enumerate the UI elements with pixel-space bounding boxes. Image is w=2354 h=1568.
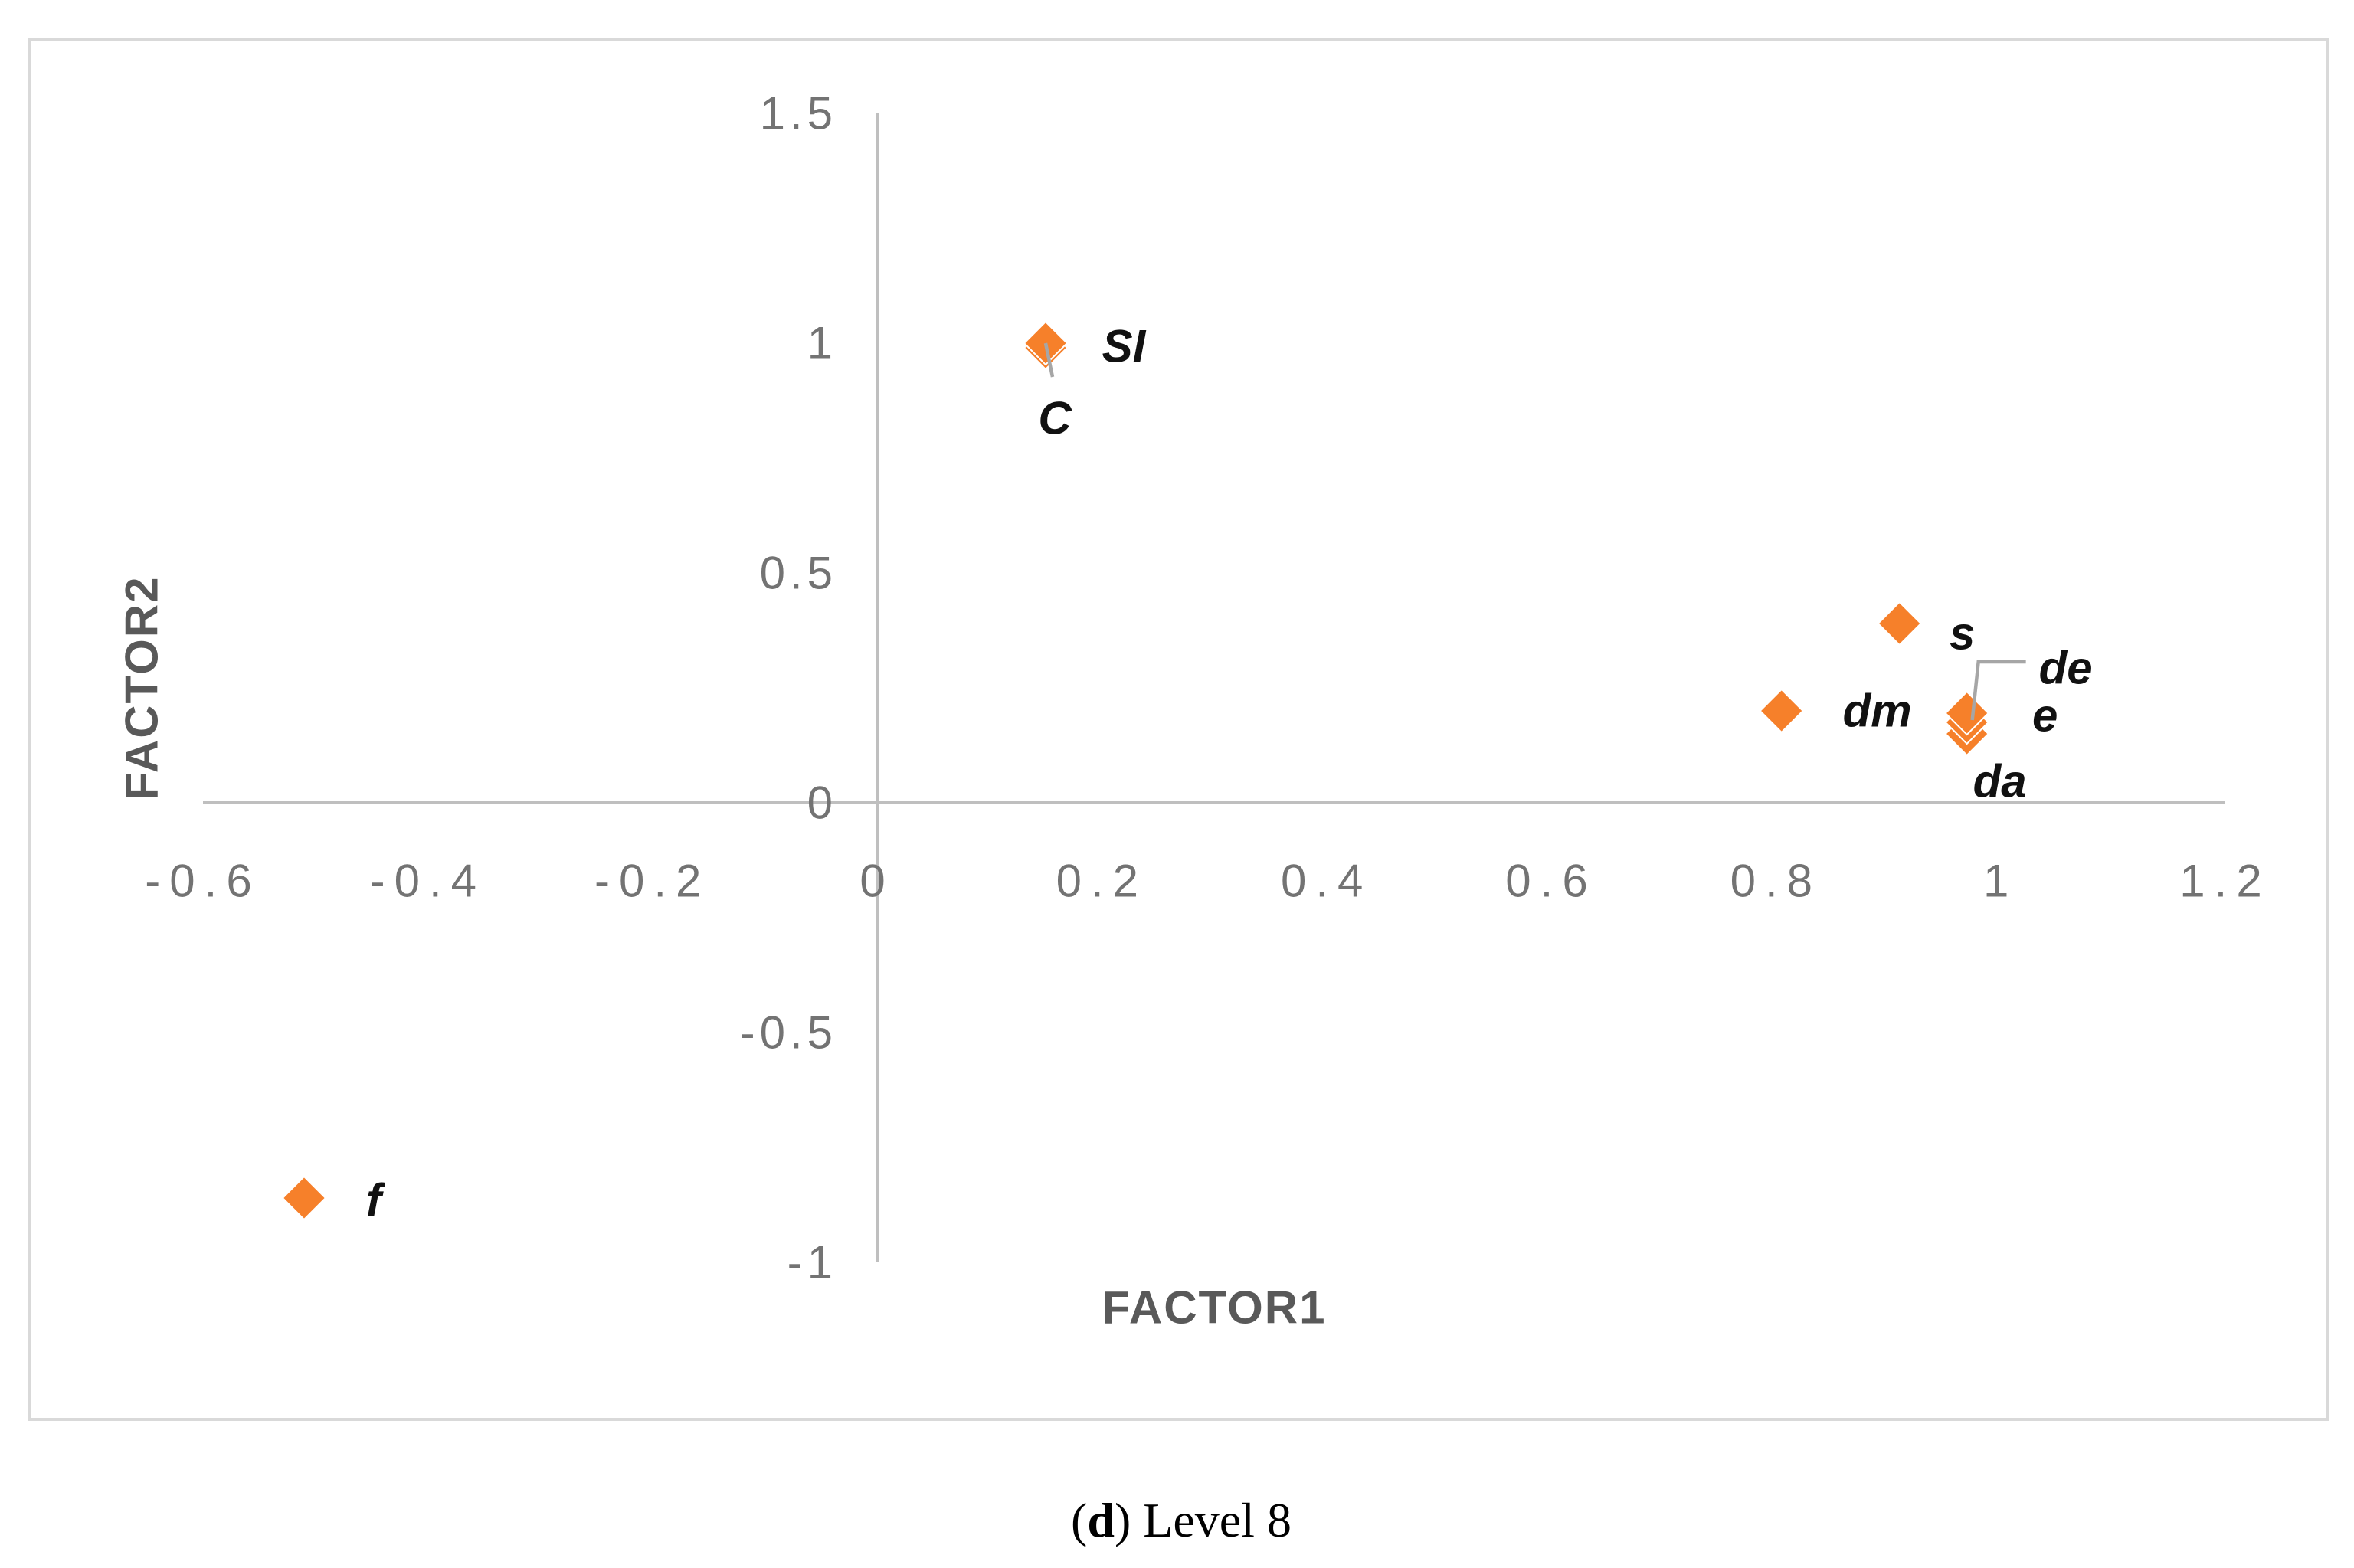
x-tick-label: 1 [1983,856,2018,907]
leader-line-de [1970,660,2026,721]
y-tick-label: 0.5 [760,548,837,599]
x-tick-label: 0.4 [1281,856,1372,907]
caption-paren-close: ) [1114,1493,1131,1547]
data-point-de [1944,690,1990,736]
caption-panel-letter: d [1087,1493,1115,1547]
data-point-dm [1759,688,1805,734]
point-label-SI: SI [1102,321,1147,372]
y-tick-label: -0.5 [740,1007,837,1059]
chart-frame [28,38,2329,1421]
leader-line-C [1043,342,1055,378]
data-point-s [1877,601,1923,647]
y-tick-label: 0 [807,777,837,829]
x-axis-title: FACTOR1 [1102,1282,1327,1334]
x-tick-label: -0.4 [370,856,486,907]
point-label-f: f [366,1175,385,1226]
point-label-da: da [1973,756,2027,807]
x-tick-label: -0.6 [145,856,260,907]
point-label-C: C [1038,393,1072,444]
point-label-dm: dm [1843,686,1912,737]
x-tick-label: -0.2 [594,856,710,907]
y-tick-label: 1.5 [760,88,837,139]
data-point-f [281,1175,327,1221]
point-label-s: s [1950,608,1975,660]
caption-text: Level 8 [1131,1493,1292,1547]
x-tick-label: 1.2 [2179,856,2271,907]
point-label-de: de [2039,643,2093,694]
x-tick-label: 0.2 [1056,856,1148,907]
x-tick-label: 0.8 [1730,856,1822,907]
x-tick-label: 0.6 [1505,856,1596,907]
y-tick-label: 1 [807,318,837,369]
y-tick-label: -1 [787,1237,837,1288]
point-label-e: e [2032,690,2058,741]
x-tick-label: 0 [859,856,894,907]
y-axis-title: FACTOR2 [116,575,168,800]
figure-caption: (d) Level 8 [1071,1492,1292,1549]
caption-paren-open: ( [1071,1493,1088,1547]
